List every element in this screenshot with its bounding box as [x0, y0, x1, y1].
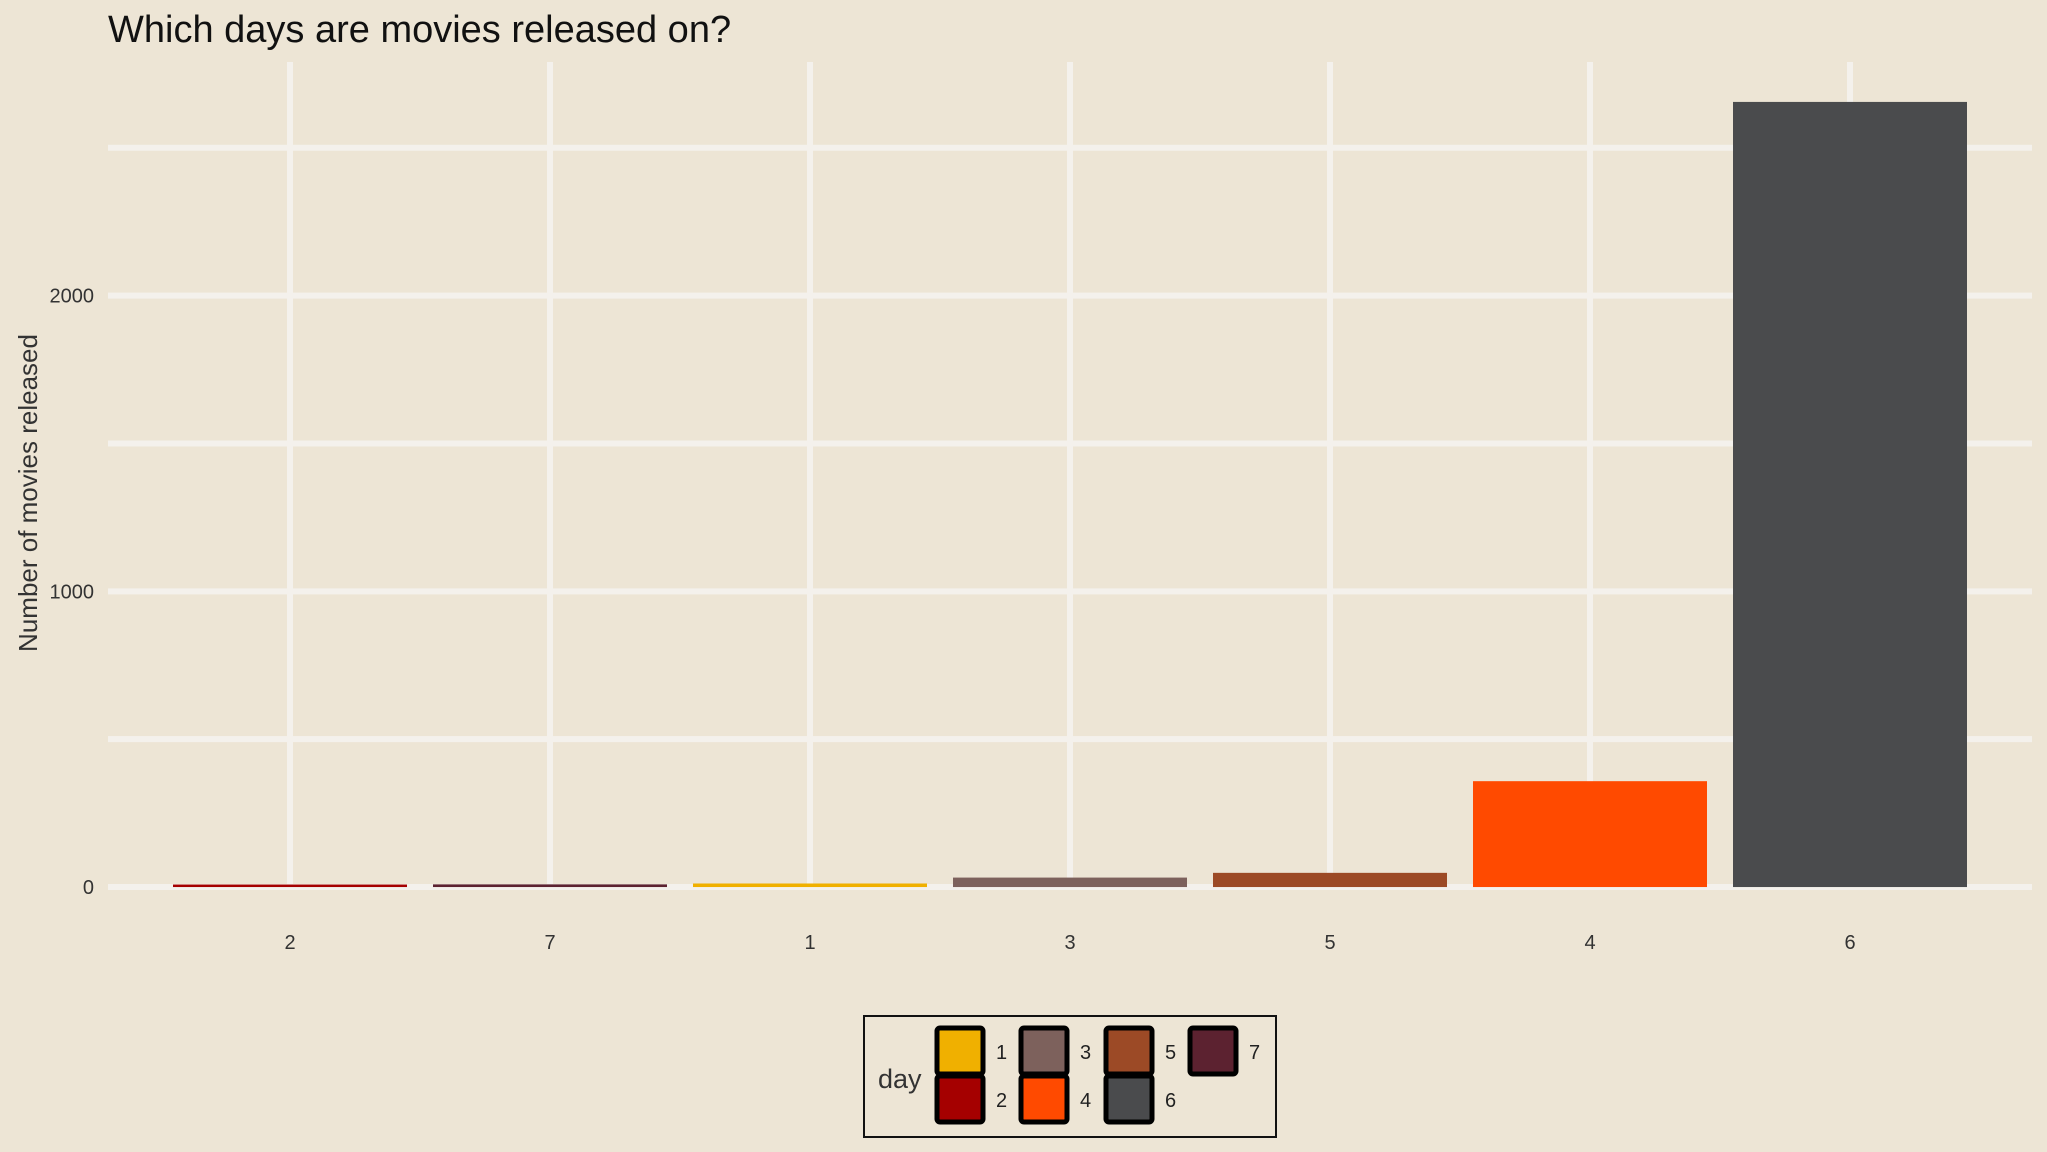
legend-key-2: [934, 1073, 986, 1125]
legend: day 1 2 3 4 5 6 7: [863, 1015, 1277, 1138]
legend-label-5: 5: [1165, 1042, 1176, 1064]
x-tick-labels: 2 7 1 3 5 4 6: [284, 932, 1855, 954]
legend-items: 1 2 3 4 5 6 7: [934, 1025, 1260, 1125]
bar-day-5: [1213, 872, 1447, 888]
legend-key-4: [1018, 1073, 1070, 1125]
x-tick-label: 4: [1584, 932, 1595, 954]
bar-day-3: [953, 877, 1187, 888]
y-tick-label: 2000: [50, 286, 95, 308]
bars: [173, 101, 1967, 888]
legend-box: [863, 1015, 1277, 1138]
legend-label-1: 1: [996, 1042, 1007, 1064]
x-tick-label: 7: [544, 932, 555, 954]
legend-key-5: [1103, 1025, 1155, 1077]
bar-day-4: [1473, 781, 1707, 888]
legend-label-3: 3: [1080, 1042, 1091, 1064]
legend-key-1: [934, 1025, 986, 1077]
legend-key-7: [1187, 1025, 1239, 1077]
x-tick-label: 1: [804, 932, 815, 954]
y-tick-labels: 0 1000 2000: [50, 286, 95, 899]
x-tick-label: 2: [284, 932, 295, 954]
y-tick-label: 0: [83, 877, 94, 899]
y-tick-label: 1000: [50, 581, 95, 603]
legend-title: day: [878, 1064, 922, 1094]
bar-day-2: [173, 884, 407, 888]
legend-label-4: 4: [1080, 1090, 1091, 1112]
chart-title: Which days are movies released on?: [108, 9, 731, 51]
legend-key-3: [1018, 1025, 1070, 1077]
legend-key-6: [1103, 1073, 1155, 1125]
bar-day-6: [1733, 101, 1967, 888]
x-tick-label: 3: [1064, 932, 1075, 954]
legend-label-7: 7: [1249, 1042, 1260, 1064]
legend-label-6: 6: [1165, 1090, 1176, 1112]
legend-label-2: 2: [996, 1090, 1007, 1112]
x-tick-label: 5: [1324, 932, 1335, 954]
bar-day-1: [693, 883, 927, 888]
bar-day-7: [433, 884, 667, 888]
y-axis-label: Number of movies released: [13, 334, 43, 652]
x-tick-label: 6: [1844, 932, 1855, 954]
